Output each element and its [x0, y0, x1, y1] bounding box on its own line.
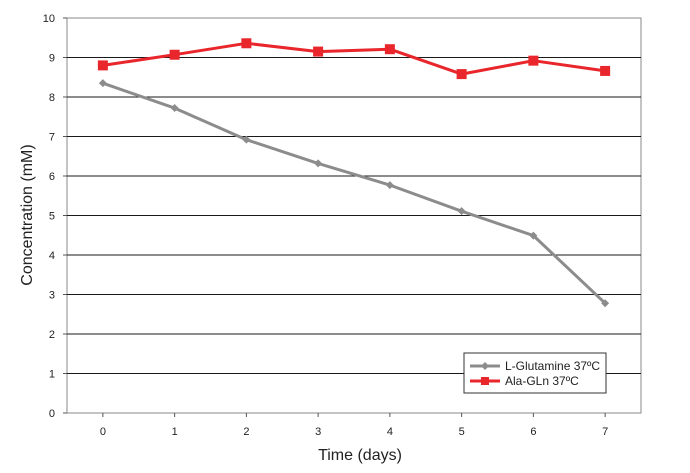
y-tick-label-0: 0 — [49, 408, 55, 420]
x-axis-ticks: 0 1 2 3 4 5 6 7 — [100, 413, 608, 438]
y-tick-label-1: 1 — [49, 369, 55, 381]
series-1-point-4 — [384, 44, 395, 55]
series-1-point-5 — [456, 69, 467, 80]
y-tick-label-9: 9 — [49, 53, 55, 65]
series-0-point-2 — [242, 135, 251, 144]
x-tick-label-2: 2 — [243, 426, 249, 438]
legend-marker-series-0 — [481, 362, 489, 370]
y-tick-label-4: 4 — [49, 250, 55, 262]
series-1-point-3 — [313, 46, 324, 57]
legend-box — [463, 352, 607, 394]
series-0-point-7 — [601, 299, 610, 308]
series-0-point-3 — [314, 159, 323, 168]
series-1-point-6 — [528, 55, 539, 66]
series-1-point-0 — [97, 60, 108, 71]
series-0-point-1 — [170, 104, 179, 113]
series-0-point-5 — [457, 207, 466, 216]
x-tick-label-0: 0 — [100, 426, 106, 438]
x-axis-title: Time (days) — [318, 447, 402, 464]
x-tick-label-5: 5 — [459, 426, 465, 438]
y-tick-label-2: 2 — [49, 329, 55, 341]
y-axis-title: Concentration (mM) — [19, 144, 36, 285]
legend-label-series-1: Ala-GLn 37ºC — [505, 374, 579, 388]
y-tick-label-5: 5 — [49, 211, 55, 223]
series-line-1 — [102, 41, 606, 76]
series-1-point-1 — [169, 49, 180, 60]
series-0-point-0 — [98, 79, 107, 88]
series-line-0 — [102, 81, 607, 305]
y-tick-label-6: 6 — [49, 171, 55, 183]
y-tick-label-7: 7 — [49, 132, 55, 144]
series-1-point-7 — [600, 65, 611, 76]
x-tick-label-7: 7 — [602, 426, 608, 438]
x-tick-label-6: 6 — [530, 426, 536, 438]
y-tick-label-8: 8 — [49, 92, 55, 104]
series-1-point-2 — [241, 38, 252, 49]
x-tick-label-1: 1 — [172, 426, 178, 438]
y-tick-label-3: 3 — [49, 290, 55, 302]
x-tick-label-4: 4 — [387, 426, 393, 438]
legend-label-series-0: L-Glutamine 37ºC — [505, 359, 600, 373]
series-0-point-6 — [529, 231, 538, 240]
y-axis-ticks: 0 1 2 3 4 5 6 7 8 9 10 — [43, 13, 67, 420]
legend-marker-series-1 — [481, 377, 489, 385]
series-layer — [97, 38, 611, 308]
legend: L-Glutamine 37ºC Ala-GLn 37ºC — [463, 352, 607, 394]
series-0-point-4 — [385, 181, 394, 190]
y-tick-label-10: 10 — [43, 13, 55, 25]
x-tick-label-3: 3 — [315, 426, 321, 438]
